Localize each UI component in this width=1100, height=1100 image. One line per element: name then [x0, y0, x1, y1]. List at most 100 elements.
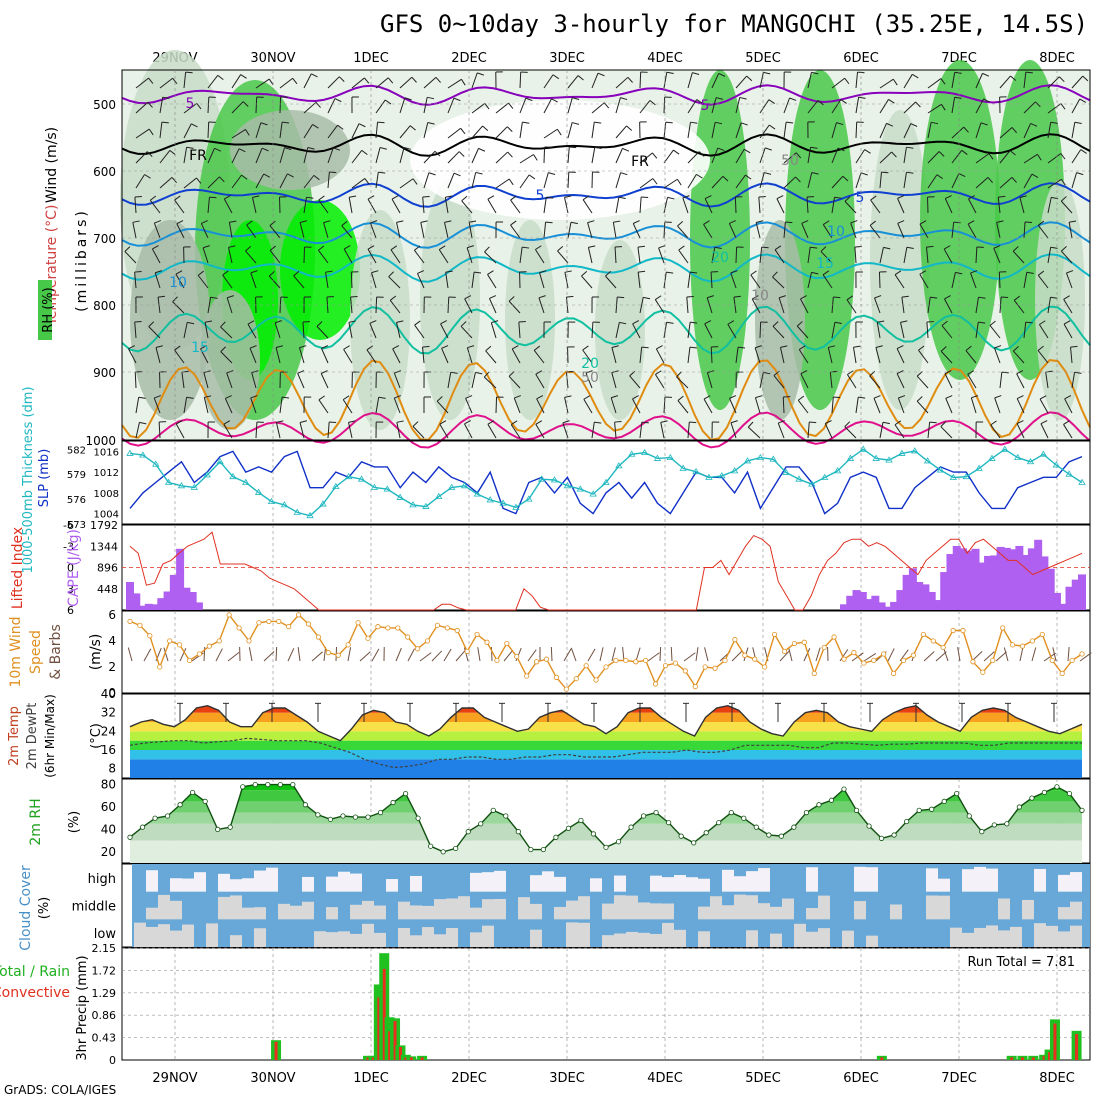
wind-speed-line-point: [851, 650, 857, 656]
wind-tick: 4: [108, 634, 116, 648]
wind-barb: [632, 323, 641, 339]
wind-barb: [687, 422, 690, 439]
wind-speed-line-point: [315, 634, 322, 640]
wind-barb-flag: [394, 370, 402, 374]
thickness-line-point: [216, 457, 224, 465]
cape-bar: [1015, 545, 1024, 610]
cloud-cell: [482, 872, 494, 892]
li-tick: 3: [67, 583, 74, 596]
wind-barb: [1037, 350, 1049, 364]
wind-speed-line-point: [801, 639, 807, 645]
thickness-line-point: [396, 493, 404, 500]
wind-barb: [325, 272, 329, 289]
cape-bar: [1078, 574, 1086, 610]
cloud-cell: [926, 895, 938, 920]
thickness-line-point: [898, 449, 906, 456]
wind-barb: [822, 274, 833, 289]
wind-barb-flag: [202, 245, 210, 249]
wind-barb-flag: [660, 420, 668, 423]
wind-speed-line-point: [424, 638, 431, 644]
wind-barb-flag: [1012, 246, 1019, 252]
wind-barb-flag: [614, 420, 622, 423]
wind-barb-flag: [613, 220, 621, 223]
wind-barb: [1047, 297, 1051, 314]
surface-wind-barb: [995, 651, 1007, 662]
wind-barb-flag: [954, 96, 962, 99]
wind-barb-flag: [450, 371, 458, 374]
contour-label: 5: [701, 98, 710, 114]
wind-barb-flag: [785, 221, 793, 224]
cloud-cell: [1058, 907, 1070, 920]
rh-line-point: [653, 809, 659, 816]
wind-barb: [535, 424, 545, 439]
precip-tick: 2.15: [92, 942, 117, 955]
wind-speed-line-point: [742, 652, 748, 658]
cape-bar: [908, 568, 917, 610]
wind-barb-flag: [364, 178, 370, 185]
wind-barb-flag: [364, 77, 370, 84]
wind-barb: [975, 73, 983, 89]
thickness-line-point: [267, 497, 276, 504]
surface-wind-barb: [943, 647, 949, 662]
cloud-cell: [950, 927, 962, 947]
wind-barb-flag: [391, 195, 399, 200]
wind-barb: [1023, 101, 1036, 114]
wind-barb-flag: [1060, 196, 1067, 202]
wind-speed-line-point: [662, 663, 669, 669]
temp-band: [130, 740, 1082, 750]
wind-barb: [445, 272, 449, 289]
wind-barb: [855, 72, 859, 89]
wind-barb: [855, 121, 858, 139]
wind-barb: [997, 197, 1001, 214]
wind-barb-flag: [758, 196, 766, 198]
wind-barb-flag: [222, 270, 229, 276]
wind-barb-flag: [916, 396, 923, 402]
wind-barb: [831, 175, 844, 189]
rh-line-point: [803, 809, 810, 816]
wind-barb: [903, 172, 907, 189]
wind-barb-flag: [475, 371, 483, 375]
wind-barb: [687, 174, 697, 189]
wind-barb: [870, 199, 881, 214]
wind-barb-flag: [176, 220, 184, 225]
surface-wind-barb: [477, 647, 481, 662]
wind-barb: [759, 372, 764, 389]
wind-barb: [1045, 372, 1049, 389]
wind-barb-flag: [370, 220, 378, 224]
cloud-cell: [410, 935, 422, 947]
wind-barb-flag: [692, 72, 700, 75]
wind-barb: [464, 423, 473, 439]
rh-line-point: [139, 824, 146, 830]
temp-band: [130, 731, 1082, 741]
precip-total-bar: [400, 1054, 411, 1060]
cape-bar: [852, 590, 861, 610]
thickness-line-point: [846, 454, 855, 461]
cloud-cell: [590, 878, 602, 892]
date-label-bottom: 2DEC: [451, 1071, 487, 1086]
wind-barb: [172, 301, 185, 314]
wind-barb-flag: [460, 321, 467, 327]
wind-barb-flag: [716, 97, 724, 100]
wind-speed-line-point: [464, 648, 470, 654]
wind-barb: [967, 223, 977, 239]
rh-line-point: [302, 802, 308, 808]
wind-barb: [223, 198, 233, 214]
wind-barb: [614, 422, 617, 439]
date-label-top: 30NOV: [250, 51, 295, 66]
cape-bar: [883, 606, 892, 610]
thickness-line-point: [962, 472, 970, 480]
wind-barb-flag: [453, 172, 461, 177]
wind-barb: [268, 275, 281, 289]
wind-barb: [134, 322, 137, 339]
wind-barb-flag: [440, 320, 447, 325]
wind-barb: [796, 325, 809, 339]
wind-barb: [533, 350, 545, 364]
wind-barb: [615, 197, 620, 214]
cloud-cell: [218, 896, 230, 920]
wind-barb-flag: [297, 370, 305, 374]
wind-barb-flag: [776, 195, 784, 200]
wind-barb-flag: [638, 270, 646, 273]
cape-tick: 1792: [90, 519, 118, 532]
wind-barb: [1047, 103, 1062, 114]
cloud-cell: [998, 930, 1010, 947]
